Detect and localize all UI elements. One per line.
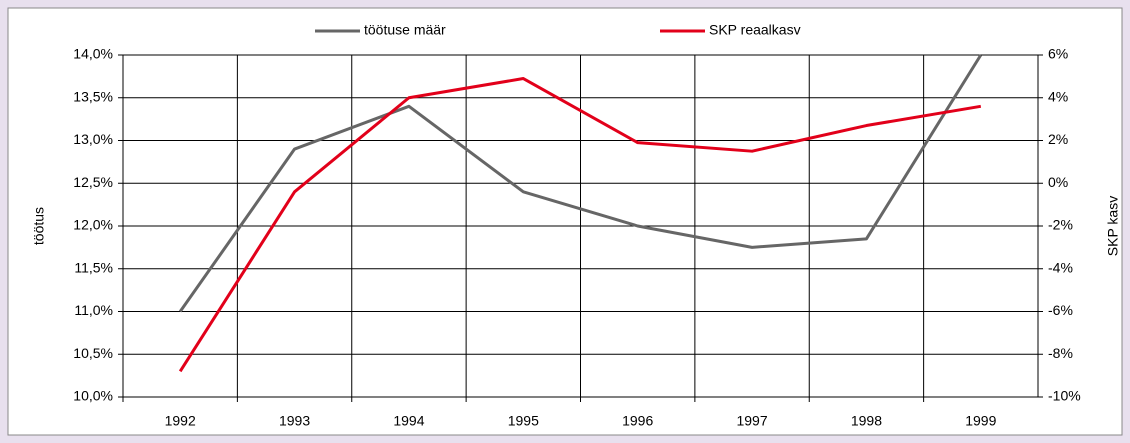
x-tick-label: 1998 [851,413,882,429]
y2-tick-label: -2% [1048,217,1073,233]
y2-tick-label: 6% [1048,46,1068,62]
x-tick-label: 1999 [965,413,996,429]
legend-label: SKP reaalkasv [709,22,801,38]
y-tick-label: 13,5% [73,88,113,104]
y2-axis-title: SKP kasv [1105,196,1121,256]
y-tick-label: 14,0% [73,46,113,62]
y-tick-label: 10,0% [73,388,113,404]
legend-label: töötuse määr [364,22,446,38]
y-tick-label: 10,5% [73,345,113,361]
x-tick-label: 1994 [393,413,424,429]
x-tick-label: 1992 [165,413,196,429]
x-tick-label: 1995 [508,413,539,429]
y2-tick-label: -6% [1048,302,1073,318]
series-line [178,77,982,373]
y-tick-label: 12,5% [73,174,113,190]
x-tick-label: 1996 [622,413,653,429]
y-axis-title: töötus [31,207,47,245]
y2-tick-label: -8% [1048,345,1073,361]
y-tick-label: 11,5% [74,259,113,275]
y2-tick-label: 2% [1048,131,1068,147]
y-tick-label: 12,0% [73,217,113,233]
y2-tick-label: 4% [1048,88,1068,104]
y-tick-label: 11,0% [74,302,113,318]
x-tick-label: 1993 [279,413,310,429]
y2-tick-label: 0% [1048,174,1068,190]
y2-tick-label: -10% [1048,388,1081,404]
chart-area [7,7,1123,436]
y2-tick-label: -4% [1048,259,1073,275]
series-line [178,54,983,313]
y-tick-label: 13,0% [73,131,113,147]
x-tick-label: 1997 [736,413,767,429]
